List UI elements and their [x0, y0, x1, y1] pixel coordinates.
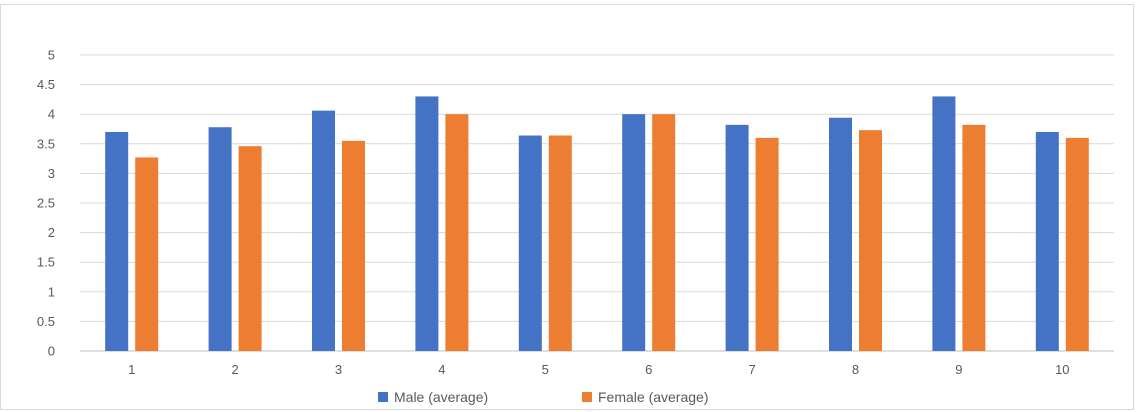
- male-bar: [829, 117, 852, 351]
- y-tick-label: 1.5: [37, 255, 55, 270]
- male-bar: [105, 131, 129, 351]
- x-axis-ticks: 1 2 3 4 5 6 7 8 9 10: [128, 362, 1069, 377]
- female-bar: [755, 137, 779, 351]
- y-axis-ticks: 0 0.5 1 1.5 2 2.5 3 3.5 4 4.5 5: [37, 48, 55, 359]
- female-bar: [135, 157, 159, 351]
- female-bar: [652, 114, 676, 351]
- female-bar: [238, 146, 262, 351]
- male-bar: [312, 110, 335, 351]
- y-tick-label: 0: [48, 344, 55, 359]
- legend-label: Female (average): [598, 389, 709, 405]
- y-tick-label: 4.5: [37, 77, 55, 92]
- male-bar: [932, 96, 956, 351]
- male-bar: [725, 124, 749, 351]
- female-bar: [962, 124, 986, 351]
- legend-swatch: [378, 392, 388, 402]
- male-bar: [518, 135, 542, 351]
- gridlines: [80, 54, 1114, 352]
- male-bar: [208, 127, 232, 351]
- x-tick-label: 4: [438, 362, 445, 377]
- y-tick-label: 0.5: [37, 314, 55, 329]
- male-bar: [622, 114, 646, 351]
- y-tick-label: 3: [48, 166, 55, 181]
- bars: [105, 96, 1089, 351]
- female-bar: [1065, 137, 1089, 351]
- legend: Male (average) Female (average): [378, 389, 709, 405]
- x-tick-label: 2: [231, 362, 238, 377]
- male-bar: [415, 96, 439, 351]
- x-tick-label: 9: [955, 362, 962, 377]
- female-bar: [859, 130, 882, 351]
- female-bar: [342, 140, 365, 351]
- x-tick-label: 10: [1055, 362, 1069, 377]
- x-tick-label: 6: [645, 362, 652, 377]
- y-tick-label: 3.5: [37, 136, 55, 151]
- legend-label: Male (average): [394, 389, 488, 405]
- y-tick-label: 5: [48, 48, 55, 63]
- female-bar: [445, 114, 469, 351]
- x-tick-label: 5: [542, 362, 549, 377]
- x-tick-label: 3: [335, 362, 342, 377]
- male-bar: [1035, 131, 1059, 351]
- y-tick-label: 2: [48, 225, 55, 240]
- y-tick-label: 2.5: [37, 196, 55, 211]
- legend-swatch: [582, 392, 592, 402]
- y-tick-label: 1: [48, 284, 55, 299]
- female-bar: [548, 135, 572, 351]
- y-tick-label: 4: [48, 107, 55, 122]
- x-tick-label: 7: [748, 362, 755, 377]
- x-tick-label: 1: [128, 362, 135, 377]
- x-tick-label: 8: [852, 362, 859, 377]
